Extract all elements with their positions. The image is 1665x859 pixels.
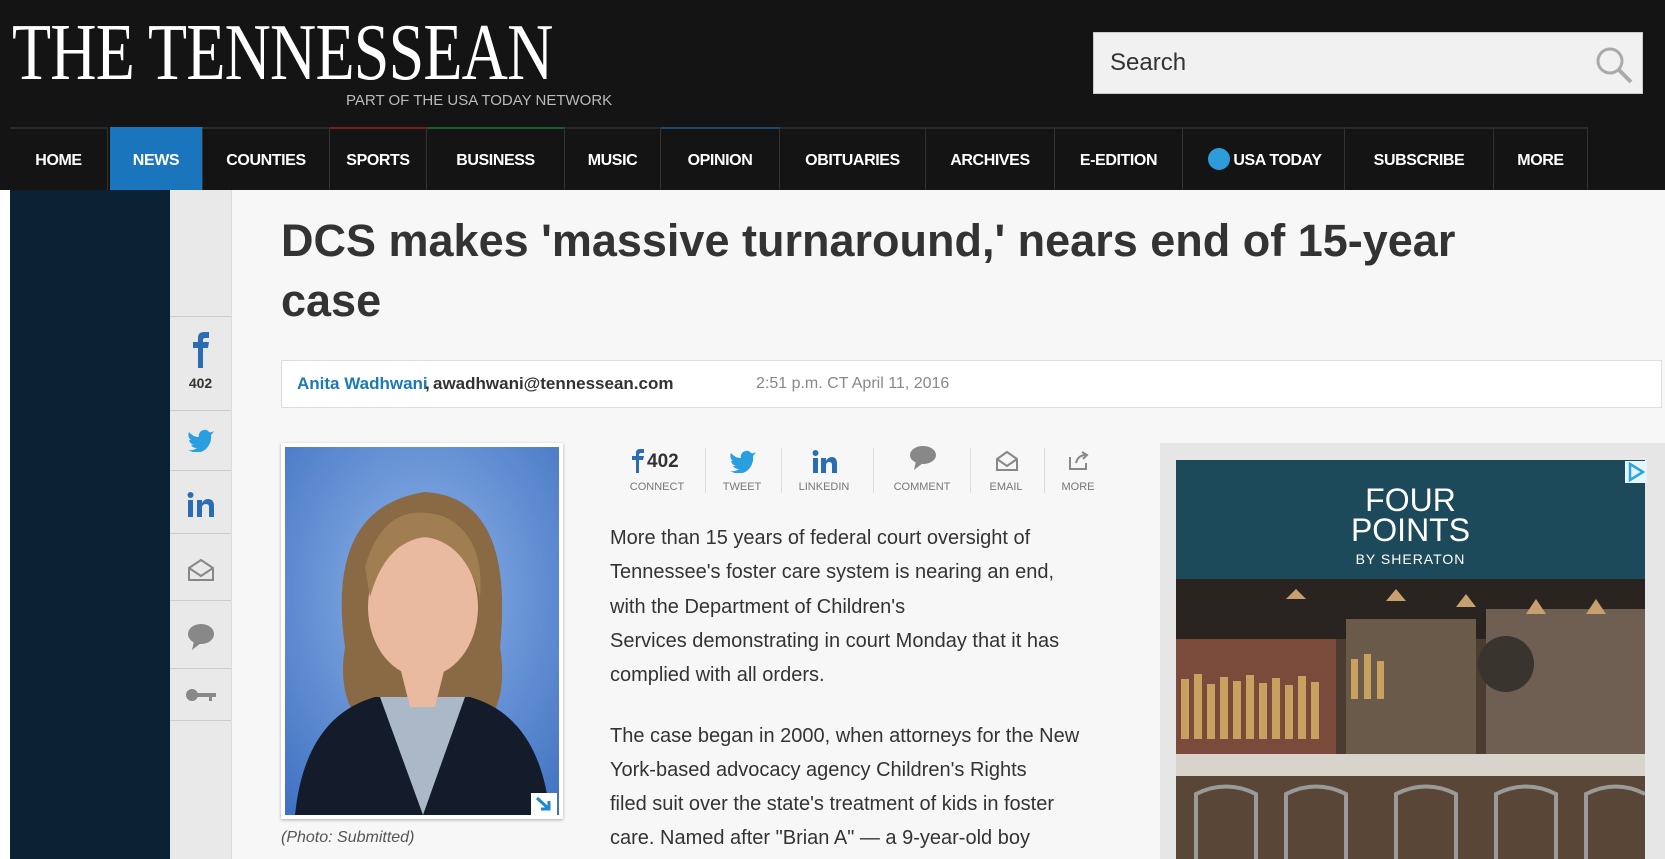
share-label: CONNECT: [617, 481, 697, 493]
nav-item[interactable]: HOME: [10, 127, 108, 190]
separator: [170, 533, 231, 534]
logo[interactable]: THE TENNESSEAN: [12, 8, 552, 99]
photo-caption: (Photo: Submitted): [281, 829, 414, 847]
body-text: More than 15 years of federal court over…: [610, 527, 1030, 550]
ad-choices-icon[interactable]: [1625, 461, 1647, 483]
share-email[interactable]: EMAIL: [966, 445, 1046, 495]
twitter-icon[interactable]: [187, 428, 215, 452]
separator: [170, 316, 231, 317]
headline: DCS makes 'massive turnaround,' nears en…: [281, 215, 1455, 267]
photo-image: [285, 447, 559, 815]
ad-brand-text: POINTS: [1176, 512, 1645, 549]
left-rail: [10, 190, 170, 859]
ad-brand-subtext: BY SHERATON: [1176, 551, 1645, 567]
nav-item[interactable]: E-EDITION: [1055, 127, 1183, 190]
separator: [170, 720, 231, 721]
expand-icon[interactable]: [531, 793, 557, 815]
advertisement[interactable]: FOUR POINTS BY SHERATON: [1160, 443, 1665, 859]
nav-item[interactable]: ARCHIVES: [926, 127, 1055, 190]
facebook-count: 402: [170, 375, 231, 391]
usa-today-dot: [1207, 147, 1231, 171]
body-text: filed suit over the state's treatment of…: [610, 793, 1054, 816]
ad-creative[interactable]: FOUR POINTS BY SHERATON: [1176, 460, 1645, 859]
body-text: with the Department of Children's: [610, 596, 905, 619]
nav-item[interactable]: BUSINESS: [427, 127, 565, 190]
facebook-icon: [631, 449, 645, 473]
facebook-icon[interactable]: [190, 332, 210, 368]
search-placeholder: Search: [1110, 49, 1186, 77]
ad-brand-panel: FOUR POINTS BY SHERATON: [1176, 460, 1645, 579]
comment-icon: [909, 445, 937, 473]
share-sidebar: 402: [170, 190, 232, 859]
email-icon[interactable]: [187, 558, 215, 582]
nav-item[interactable]: COUNTIES: [203, 127, 330, 190]
share-label: MORE: [1038, 481, 1118, 493]
share-label: LINKEDIN: [784, 481, 864, 493]
nav-item[interactable]: OPINION: [661, 127, 780, 190]
separator: [781, 448, 782, 493]
body-text: York-based advocacy agency Children's Ri…: [610, 759, 1027, 782]
linkedin-icon[interactable]: [187, 492, 215, 518]
search-icon[interactable]: [1594, 45, 1634, 85]
author-email[interactable]: awadhwani@tennessean.com: [433, 374, 673, 394]
nav-item[interactable]: SUBSCRIBE: [1345, 127, 1494, 190]
share-linkedin[interactable]: LINKEDIN: [784, 445, 864, 495]
page: Page {"header": {"logo": "THE TENNESSEAN…: [0, 0, 1665, 859]
linkedin-icon: [812, 450, 838, 474]
body-text: complied with all orders.: [610, 664, 825, 687]
tagline: PART OF THE USA TODAY NETWORK: [346, 92, 612, 109]
author-link[interactable]: Anita Wadhwani: [297, 374, 428, 394]
timestamp: 2:51 p.m. CT April 11, 2016: [756, 375, 949, 393]
nav-item[interactable]: SPORTS: [330, 127, 427, 190]
share-comment[interactable]: COMMENT: [882, 445, 962, 495]
search-box[interactable]: Search: [1093, 32, 1643, 94]
headline: case: [281, 275, 381, 327]
separator: [873, 448, 874, 493]
twitter-icon: [729, 449, 757, 473]
byline-box: Anita Wadhwani , awadhwani@tennessean.co…: [281, 360, 1662, 408]
share-facebook[interactable]: 402 CONNECT: [617, 445, 697, 495]
ad-image: [1176, 579, 1645, 859]
email-icon: [995, 450, 1019, 472]
separator: [170, 668, 231, 669]
byline-separator: ,: [425, 374, 430, 394]
body-text: care. Named after "Brian A" — a 9-year-o…: [610, 827, 1030, 850]
body-text: The case began in 2000, when attorneys f…: [610, 725, 1079, 748]
more-icon: [1068, 451, 1090, 471]
page-body: THE TENNESSEAN PART OF THE USA TODAY NET…: [0, 0, 1665, 859]
body-text: Services demonstrating in court Monday t…: [610, 630, 1059, 653]
nav-item[interactable]: MORE: [1494, 127, 1588, 190]
share-label: COMMENT: [882, 481, 962, 493]
header: THE TENNESSEAN PART OF THE USA TODAY NET…: [0, 0, 1665, 127]
article-photo[interactable]: [281, 443, 563, 819]
comment-icon[interactable]: [187, 623, 215, 651]
key-icon[interactable]: [185, 687, 217, 703]
nav-item[interactable]: NEWS: [110, 127, 203, 190]
share-twitter[interactable]: TWEET: [702, 445, 782, 495]
nav-bar: HOME NEWS COUNTIES SPORTS BUSINESS MUSIC…: [0, 127, 1665, 190]
separator: [170, 600, 231, 601]
share-count: 402: [647, 451, 679, 473]
share-more[interactable]: MORE: [1038, 445, 1118, 495]
separator: [170, 470, 231, 471]
nav-item[interactable]: OBITUARIES: [780, 127, 926, 190]
body-text: Tennessee's foster care system is nearin…: [610, 561, 1054, 584]
nav-item[interactable]: MUSIC: [565, 127, 661, 190]
separator: [170, 410, 231, 411]
share-label: TWEET: [702, 481, 782, 493]
share-label: EMAIL: [966, 481, 1046, 493]
